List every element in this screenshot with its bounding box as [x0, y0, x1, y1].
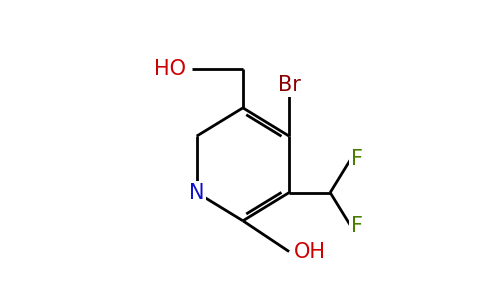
- Text: Br: Br: [278, 75, 301, 95]
- Text: F: F: [351, 216, 363, 236]
- Text: F: F: [351, 149, 363, 169]
- Text: HO: HO: [154, 59, 186, 80]
- Text: OH: OH: [294, 242, 326, 262]
- Text: N: N: [189, 183, 204, 202]
